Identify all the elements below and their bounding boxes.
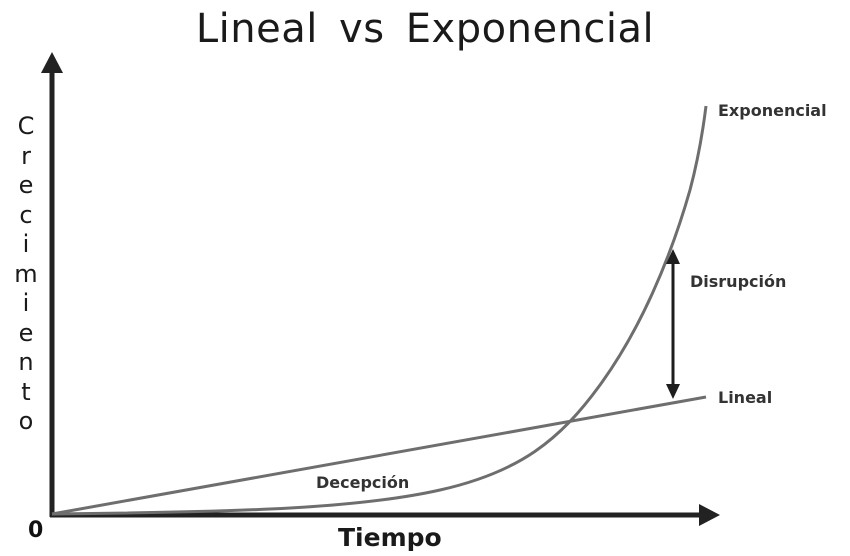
y-axis-letter: i	[22, 289, 30, 317]
y-axis-letter: m	[14, 259, 38, 288]
y-axis-letter: t	[21, 377, 31, 406]
y-axis-arrowhead-icon	[41, 52, 63, 73]
linear-label: Lineal	[718, 388, 773, 407]
exponential-series-curve	[51, 105, 708, 516]
y-axis-letter: n	[18, 348, 34, 376]
x-axis-arrowhead-icon	[699, 504, 720, 526]
y-axis-letter: o	[18, 407, 34, 435]
exponential-label: Exponencial	[718, 101, 827, 120]
arrow-up-icon	[666, 249, 680, 264]
x-axis-label: Tiempo	[338, 523, 442, 552]
chart-title: Lineal vs Exponencial	[195, 6, 655, 52]
y-axis-letter: e	[18, 318, 34, 347]
disruption-label: Disrupción	[690, 272, 787, 291]
deception-label: Decepción	[316, 473, 410, 492]
y-axis-letter: e	[18, 171, 34, 199]
y-axis-letter: c	[19, 200, 33, 229]
y-axis-letter: i	[22, 230, 30, 258]
arrow-down-icon	[666, 384, 680, 399]
origin-label: 0	[28, 518, 44, 543]
y-axis-label: C r e c i m i e n t o	[14, 112, 38, 437]
linear-series-line	[51, 395, 707, 516]
y-axis-letter: r	[21, 141, 31, 170]
y-axis-letter: C	[17, 112, 35, 140]
